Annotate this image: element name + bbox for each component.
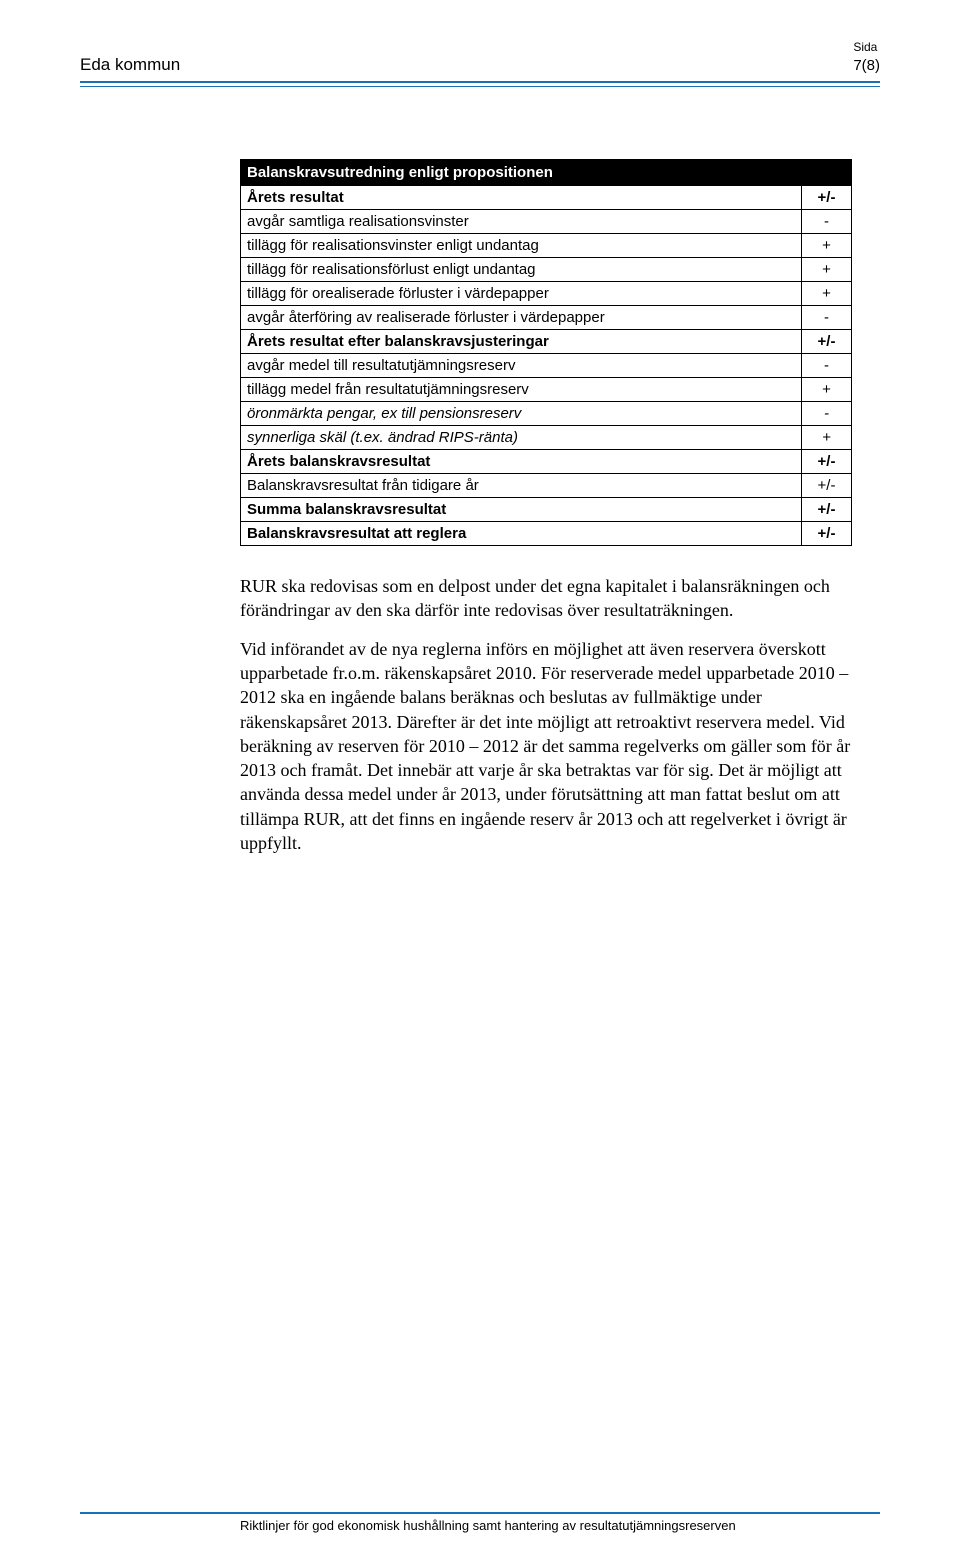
row-sign: - bbox=[802, 402, 852, 426]
row-sign: + bbox=[802, 258, 852, 282]
header-rule-thick bbox=[80, 81, 880, 83]
row-label: tillägg för orealiserade förluster i vär… bbox=[241, 282, 802, 306]
row-label: öronmärkta pengar, ex till pensionsreser… bbox=[241, 402, 802, 426]
row-sign: - bbox=[802, 354, 852, 378]
table-row: öronmärkta pengar, ex till pensionsreser… bbox=[241, 402, 852, 426]
row-sign: - bbox=[802, 210, 852, 234]
row-sign: +/- bbox=[802, 186, 852, 210]
row-label: Årets balanskravsresultat bbox=[241, 450, 802, 474]
table-title-sign bbox=[802, 160, 852, 186]
row-label: tillägg för realisationsförlust enligt u… bbox=[241, 258, 802, 282]
table-row: tillägg för realisationsvinster enligt u… bbox=[241, 234, 852, 258]
row-label: Balanskravsresultat att reglera bbox=[241, 522, 802, 546]
balanskrav-table: Balanskravsutredning enligt propositione… bbox=[240, 159, 852, 546]
row-label: Balanskravsresultat från tidigare år bbox=[241, 474, 802, 498]
row-sign: + bbox=[802, 426, 852, 450]
organization-name: Eda kommun bbox=[80, 55, 180, 75]
table-row: Summa balanskravsresultat+/- bbox=[241, 498, 852, 522]
row-sign: +/- bbox=[802, 330, 852, 354]
row-label: Summa balanskravsresultat bbox=[241, 498, 802, 522]
row-sign: - bbox=[802, 306, 852, 330]
page-number-label: Sida bbox=[853, 40, 880, 56]
table-row: Årets resultat+/- bbox=[241, 186, 852, 210]
page-number-block: Sida 7(8) bbox=[853, 40, 880, 75]
row-sign: +/- bbox=[802, 498, 852, 522]
body-paragraph: RUR ska redovisas som en delpost under d… bbox=[240, 574, 852, 623]
row-label: avgår samtliga realisationsvinster bbox=[241, 210, 802, 234]
content-area: Balanskravsutredning enligt propositione… bbox=[80, 87, 880, 855]
table-row: Årets resultat efter balanskravsjusterin… bbox=[241, 330, 852, 354]
row-label: Årets resultat efter balanskravsjusterin… bbox=[241, 330, 802, 354]
footer-rule bbox=[80, 1512, 880, 1514]
body-text: RUR ska redovisas som en delpost under d… bbox=[240, 574, 852, 855]
table-row: avgår medel till resultatutjämningsreser… bbox=[241, 354, 852, 378]
page-number-value: 7(8) bbox=[853, 56, 880, 76]
table-row: avgår samtliga realisationsvinster- bbox=[241, 210, 852, 234]
row-sign: + bbox=[802, 378, 852, 402]
table-row: Balanskravsresultat att reglera+/- bbox=[241, 522, 852, 546]
table-row: tillägg medel från resultatutjämningsres… bbox=[241, 378, 852, 402]
row-label: tillägg för realisationsvinster enligt u… bbox=[241, 234, 802, 258]
table-row: Balanskravsresultat från tidigare år+/- bbox=[241, 474, 852, 498]
table-row: synnerliga skäl (t.ex. ändrad RIPS-ränta… bbox=[241, 426, 852, 450]
row-label: avgår medel till resultatutjämningsreser… bbox=[241, 354, 802, 378]
row-label: avgår återföring av realiserade förluste… bbox=[241, 306, 802, 330]
page-footer: Riktlinjer för god ekonomisk hushållning… bbox=[80, 1512, 880, 1533]
table-row: tillägg för orealiserade förluster i vär… bbox=[241, 282, 852, 306]
table-row: tillägg för realisationsförlust enligt u… bbox=[241, 258, 852, 282]
row-sign: + bbox=[802, 234, 852, 258]
table-title: Balanskravsutredning enligt propositione… bbox=[241, 160, 802, 186]
footer-text: Riktlinjer för god ekonomisk hushållning… bbox=[80, 1518, 880, 1533]
row-sign: +/- bbox=[802, 474, 852, 498]
body-paragraph: Vid införandet av de nya reglerna införs… bbox=[240, 637, 852, 856]
row-sign: +/- bbox=[802, 522, 852, 546]
table-row: Årets balanskravsresultat+/- bbox=[241, 450, 852, 474]
row-label: tillägg medel från resultatutjämningsres… bbox=[241, 378, 802, 402]
table-row: avgår återföring av realiserade förluste… bbox=[241, 306, 852, 330]
row-label: synnerliga skäl (t.ex. ändrad RIPS-ränta… bbox=[241, 426, 802, 450]
row-sign: +/- bbox=[802, 450, 852, 474]
row-sign: + bbox=[802, 282, 852, 306]
row-label: Årets resultat bbox=[241, 186, 802, 210]
page-header: Eda kommun Sida 7(8) bbox=[80, 40, 880, 75]
